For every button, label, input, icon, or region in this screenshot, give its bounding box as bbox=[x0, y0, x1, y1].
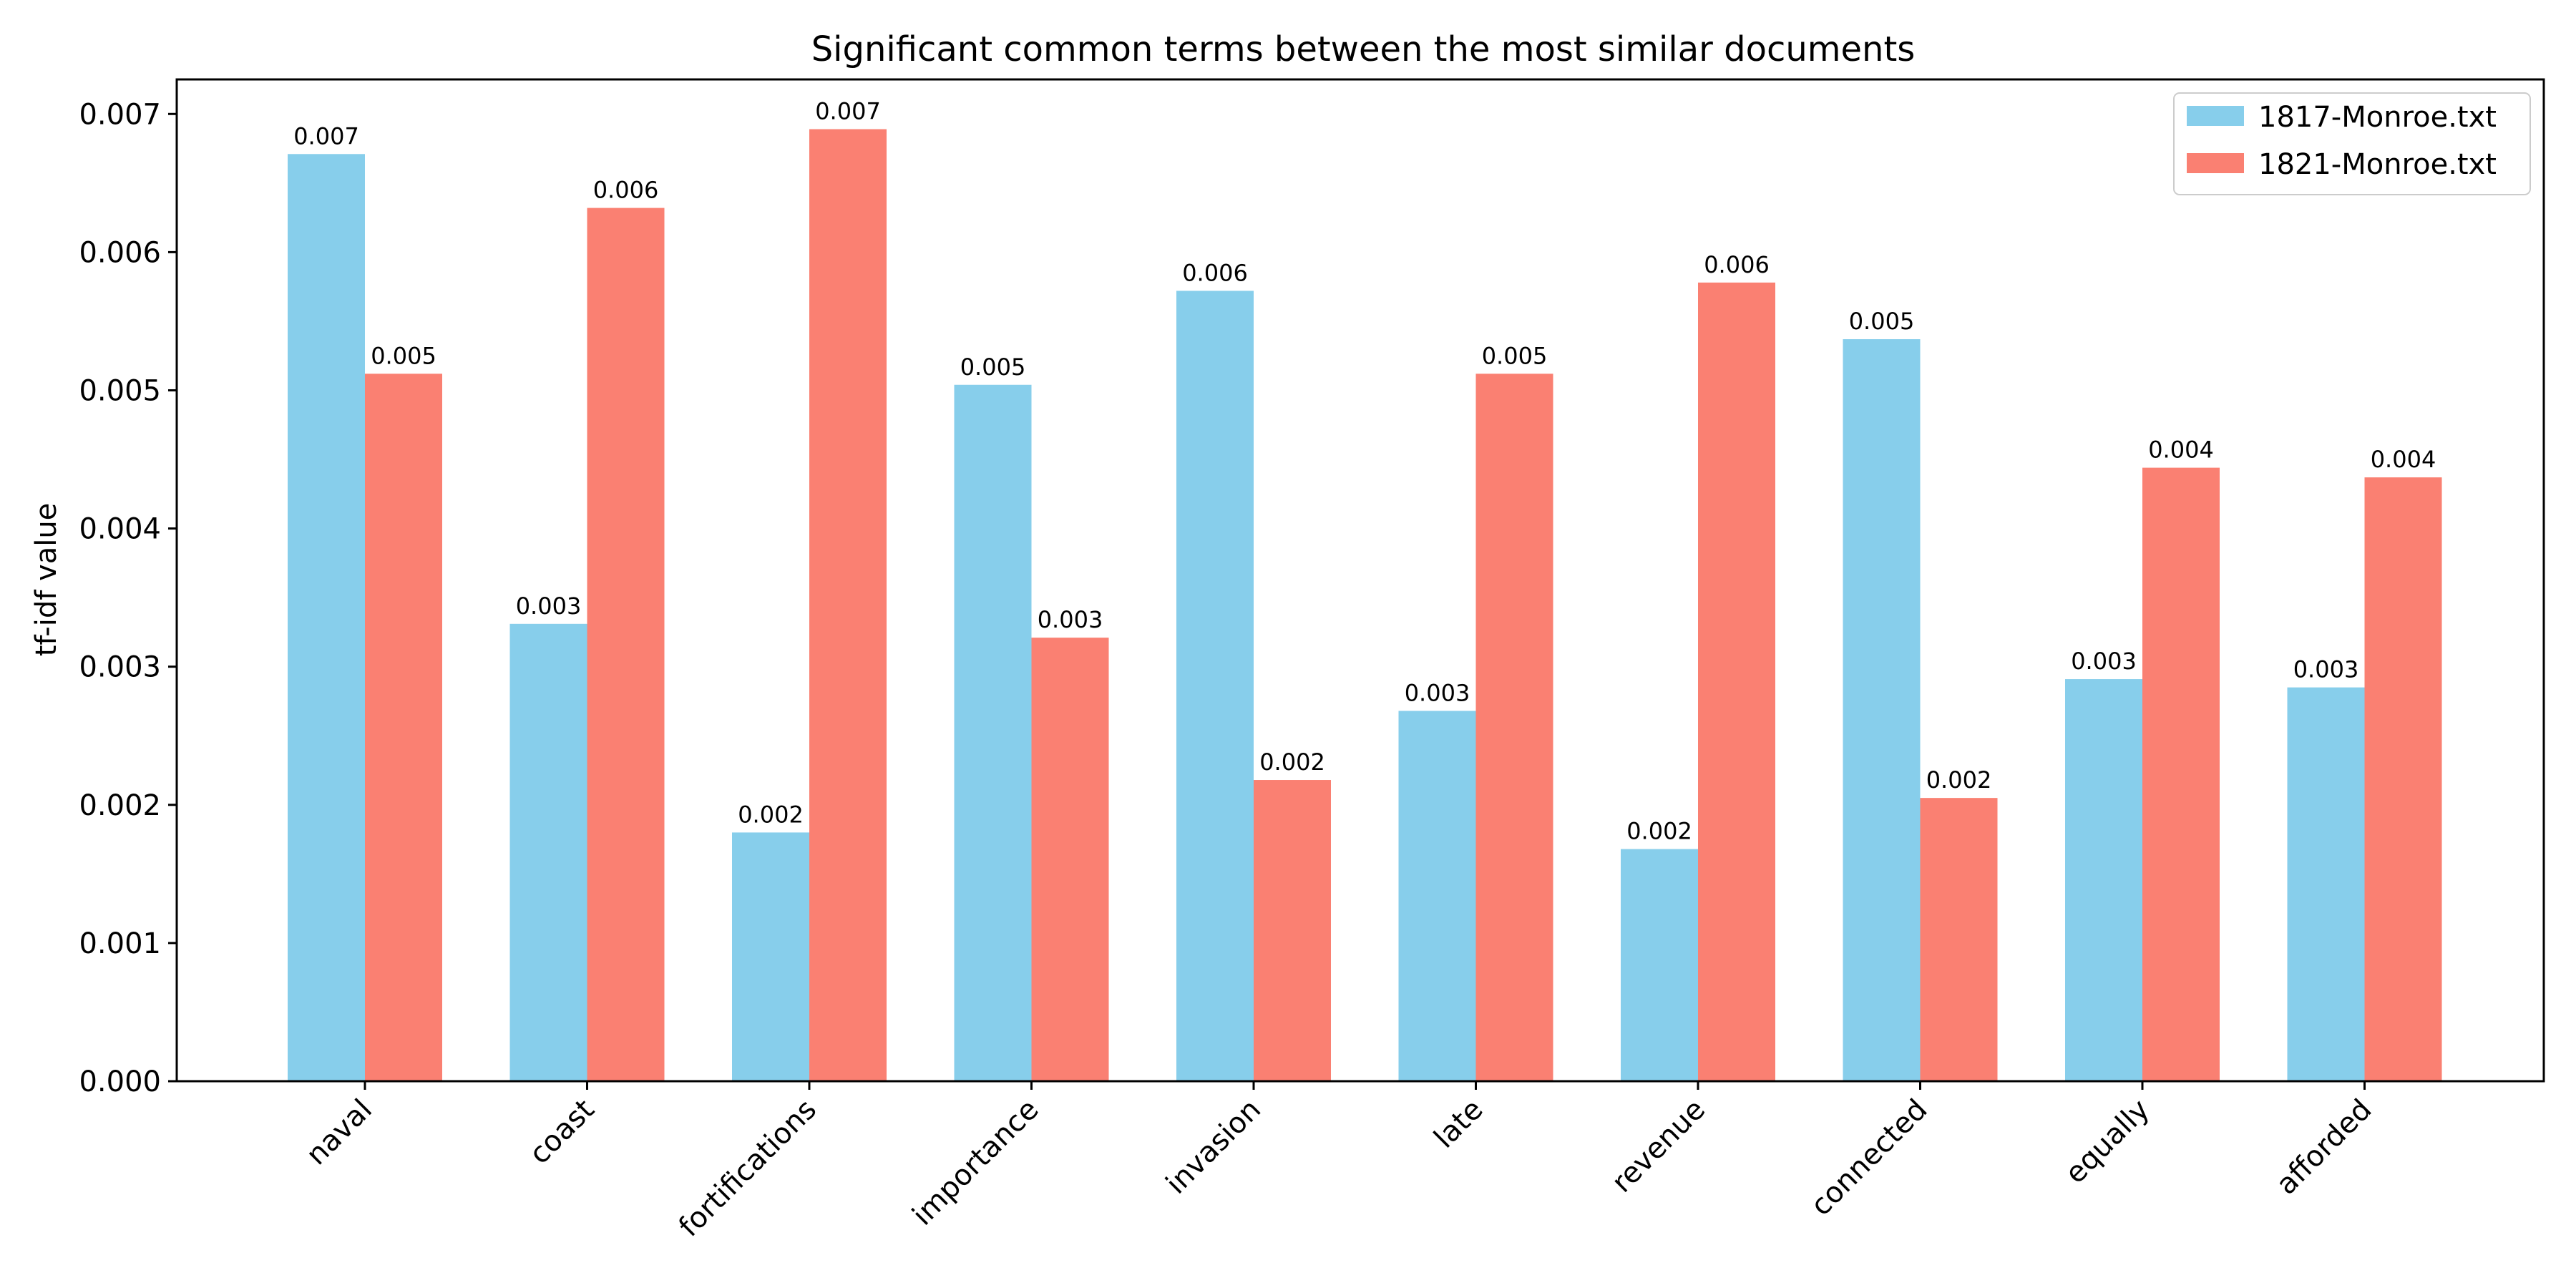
data-label-1821-monroe-txt-late: 0.005 bbox=[1482, 342, 1548, 369]
data-label-1821-monroe-txt-connected: 0.002 bbox=[1926, 766, 1992, 794]
data-label-1821-monroe-txt-naval: 0.005 bbox=[371, 342, 436, 369]
data-label-1821-monroe-txt-invasion: 0.002 bbox=[1259, 748, 1325, 776]
data-label-1817-monroe-txt-equally: 0.003 bbox=[2071, 648, 2137, 675]
bar-1821-monroe-txt-coast bbox=[587, 208, 665, 1082]
data-label-1821-monroe-txt-fortifications: 0.007 bbox=[815, 98, 881, 125]
bar-1821-monroe-txt-importance bbox=[1031, 638, 1109, 1081]
x-tick-label-equally: equally bbox=[2059, 1093, 2156, 1191]
bar-1821-monroe-txt-revenue bbox=[1698, 282, 1775, 1081]
plot-frame bbox=[175, 78, 2545, 1083]
bar-1817-monroe-txt-equally bbox=[2065, 679, 2142, 1081]
legend-label-1821-monroe: 1821-Monroe.txt bbox=[2258, 148, 2497, 181]
data-label-1817-monroe-txt-invasion: 0.006 bbox=[1182, 259, 1248, 286]
data-label-1821-monroe-txt-afforded: 0.004 bbox=[2371, 446, 2436, 473]
x-tick-label-afforded: afforded bbox=[2270, 1093, 2378, 1201]
bar-1821-monroe-txt-connected bbox=[1920, 798, 1998, 1081]
bar-1817-monroe-txt-fortifications bbox=[732, 832, 809, 1081]
x-tick-label-revenue: revenue bbox=[1606, 1093, 1712, 1199]
legend: 1817-Monroe.txt 1821-Monroe.txt bbox=[2173, 92, 2531, 195]
bar-1817-monroe-txt-revenue bbox=[1621, 849, 1698, 1081]
bar-1821-monroe-txt-fortifications bbox=[809, 129, 887, 1082]
x-tick-label-connected: connected bbox=[1805, 1093, 1934, 1223]
legend-label-1817-monroe: 1817-Monroe.txt bbox=[2258, 101, 2497, 134]
y-tick-label: 0.004 bbox=[79, 513, 161, 546]
bar-1821-monroe-txt-late bbox=[1475, 374, 1553, 1081]
legend-swatch-1817-monroe bbox=[2187, 106, 2244, 126]
data-label-1821-monroe-txt-coast: 0.006 bbox=[593, 177, 659, 204]
bar-1817-monroe-txt-invasion bbox=[1176, 291, 1254, 1082]
y-tick-label: 0.005 bbox=[79, 374, 161, 407]
data-label-1817-monroe-txt-coast: 0.003 bbox=[516, 592, 582, 620]
x-tick-label-fortifications: fortifications bbox=[673, 1093, 823, 1244]
legend-box bbox=[2173, 92, 2531, 195]
legend-swatch-1821-monroe bbox=[2187, 153, 2244, 173]
chart-title: Significant common terms between the mos… bbox=[811, 29, 1916, 69]
data-label-1817-monroe-txt-connected: 0.005 bbox=[1849, 308, 1915, 335]
bar-1817-monroe-txt-afforded bbox=[2287, 687, 2365, 1081]
x-tick-label-invasion: invasion bbox=[1160, 1093, 1267, 1201]
y-tick-label: 0.002 bbox=[79, 789, 161, 822]
x-tick-label-naval: naval bbox=[300, 1093, 379, 1172]
bar-1817-monroe-txt-coast bbox=[509, 623, 587, 1081]
bar-1821-monroe-txt-equally bbox=[2142, 467, 2220, 1081]
bar-1821-monroe-txt-afforded bbox=[2364, 477, 2442, 1081]
y-tick-label: 0.007 bbox=[79, 98, 161, 131]
bar-1817-monroe-txt-importance bbox=[954, 384, 1032, 1081]
data-label-1817-monroe-txt-fortifications: 0.002 bbox=[738, 801, 804, 828]
data-label-1817-monroe-txt-late: 0.003 bbox=[1405, 679, 1470, 706]
y-tick-label: 0.006 bbox=[79, 236, 161, 269]
y-tick-label: 0.000 bbox=[79, 1065, 161, 1098]
y-tick-label: 0.003 bbox=[79, 651, 161, 684]
bar-1821-monroe-txt-naval bbox=[365, 374, 442, 1081]
bar-1821-monroe-txt-invasion bbox=[1254, 780, 1331, 1081]
y-tick-label: 0.001 bbox=[79, 927, 161, 960]
data-label-1817-monroe-txt-afforded: 0.003 bbox=[2293, 656, 2359, 683]
x-tick-label-late: late bbox=[1428, 1093, 1489, 1155]
data-label-1817-monroe-txt-importance: 0.005 bbox=[960, 353, 1026, 381]
bar-1817-monroe-txt-naval bbox=[288, 154, 365, 1081]
y-axis-label: tf-idf value bbox=[30, 503, 63, 657]
bar-1817-monroe-txt-connected bbox=[1843, 339, 1921, 1082]
data-label-1821-monroe-txt-importance: 0.003 bbox=[1038, 606, 1103, 633]
plot-area: 0.000 0.001 0.002 0.003 0.004 0.005 0.006 0.007… bbox=[79, 98, 2442, 1244]
x-tick-label-coast: coast bbox=[523, 1093, 601, 1171]
data-label-1821-monroe-txt-revenue: 0.006 bbox=[1704, 251, 1770, 278]
data-label-1817-monroe-txt-revenue: 0.002 bbox=[1626, 818, 1692, 845]
data-label-1821-monroe-txt-equally: 0.004 bbox=[2148, 436, 2214, 464]
bar-1817-monroe-txt-late bbox=[1398, 711, 1476, 1081]
x-tick-label-importance: importance bbox=[906, 1093, 1045, 1232]
data-label-1817-monroe-txt-naval: 0.007 bbox=[293, 122, 359, 150]
